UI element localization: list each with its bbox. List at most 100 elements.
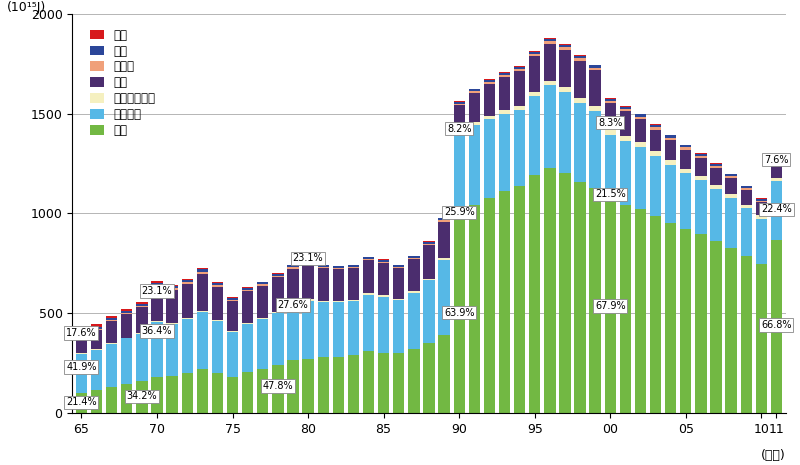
Bar (242, 292, 254, 323)
Bar (408, 258, 419, 259)
Bar (710, 168, 722, 185)
Bar (469, 122, 480, 125)
Bar (287, 306, 298, 360)
Bar (348, 301, 359, 355)
Bar (574, 60, 586, 98)
Text: 22.4%: 22.4% (761, 205, 792, 214)
Bar (469, 89, 480, 91)
Bar (378, 262, 390, 263)
Bar (726, 198, 737, 248)
Bar (151, 323, 162, 377)
Bar (710, 163, 722, 164)
Bar (378, 295, 390, 297)
Bar (499, 77, 510, 110)
Bar (635, 114, 646, 117)
Bar (635, 119, 646, 142)
Bar (166, 324, 178, 376)
Bar (393, 268, 404, 299)
Bar (514, 69, 526, 71)
Bar (227, 377, 238, 413)
Bar (91, 324, 102, 327)
Bar (726, 179, 737, 194)
Bar (756, 199, 767, 200)
Bar (197, 311, 208, 312)
Bar (348, 265, 359, 267)
Bar (408, 291, 419, 292)
Bar (151, 281, 162, 283)
Bar (302, 262, 314, 264)
Bar (650, 156, 662, 216)
Bar (529, 51, 540, 52)
Bar (469, 125, 480, 206)
Bar (378, 263, 390, 295)
Bar (393, 267, 404, 268)
Bar (438, 258, 450, 260)
Bar (363, 294, 374, 352)
Bar (574, 58, 586, 60)
Bar (348, 267, 359, 268)
Bar (76, 353, 87, 354)
Bar (680, 145, 691, 146)
Text: 8.2%: 8.2% (447, 124, 471, 133)
Bar (423, 242, 434, 244)
Bar (680, 147, 691, 150)
Bar (665, 160, 676, 165)
Bar (212, 287, 223, 320)
Bar (771, 240, 782, 413)
Text: 63.9%: 63.9% (444, 308, 474, 318)
Bar (529, 96, 540, 175)
Bar (227, 298, 238, 300)
Bar (393, 265, 404, 267)
Bar (665, 140, 676, 160)
Bar (469, 93, 480, 122)
Bar (635, 209, 646, 413)
Bar (514, 67, 526, 69)
Bar (363, 352, 374, 413)
Bar (635, 142, 646, 147)
Text: 27.6%: 27.6% (278, 300, 308, 310)
Bar (242, 288, 254, 290)
Bar (771, 159, 782, 178)
Bar (590, 111, 601, 188)
Bar (197, 269, 208, 272)
Text: 8.3%: 8.3% (598, 118, 622, 127)
Bar (302, 299, 314, 301)
Bar (106, 387, 118, 413)
Bar (484, 81, 495, 84)
Bar (363, 257, 374, 259)
Bar (756, 219, 767, 264)
Bar (121, 308, 132, 311)
Bar (635, 147, 646, 209)
Bar (257, 369, 268, 413)
Bar (182, 284, 193, 318)
Bar (257, 284, 268, 286)
Bar (166, 288, 178, 290)
Bar (378, 260, 390, 262)
Bar (605, 201, 616, 413)
Bar (514, 110, 526, 186)
Bar (302, 265, 314, 299)
Bar (212, 283, 223, 285)
Bar (650, 127, 662, 130)
Text: 21.5%: 21.5% (595, 189, 626, 199)
Bar (272, 313, 283, 365)
Bar (650, 130, 662, 151)
Bar (257, 319, 268, 369)
Bar (272, 365, 283, 413)
Bar (544, 39, 555, 41)
Text: (年度): (年度) (761, 449, 786, 462)
Bar (287, 305, 298, 306)
Bar (242, 290, 254, 292)
Bar (559, 47, 570, 50)
Bar (408, 349, 419, 413)
Bar (106, 320, 118, 321)
Bar (605, 101, 616, 103)
Bar (136, 306, 147, 307)
Bar (438, 220, 450, 222)
Bar (665, 223, 676, 413)
Bar (408, 292, 419, 349)
Bar (499, 110, 510, 113)
Bar (710, 164, 722, 166)
Bar (182, 319, 193, 373)
Bar (302, 264, 314, 265)
